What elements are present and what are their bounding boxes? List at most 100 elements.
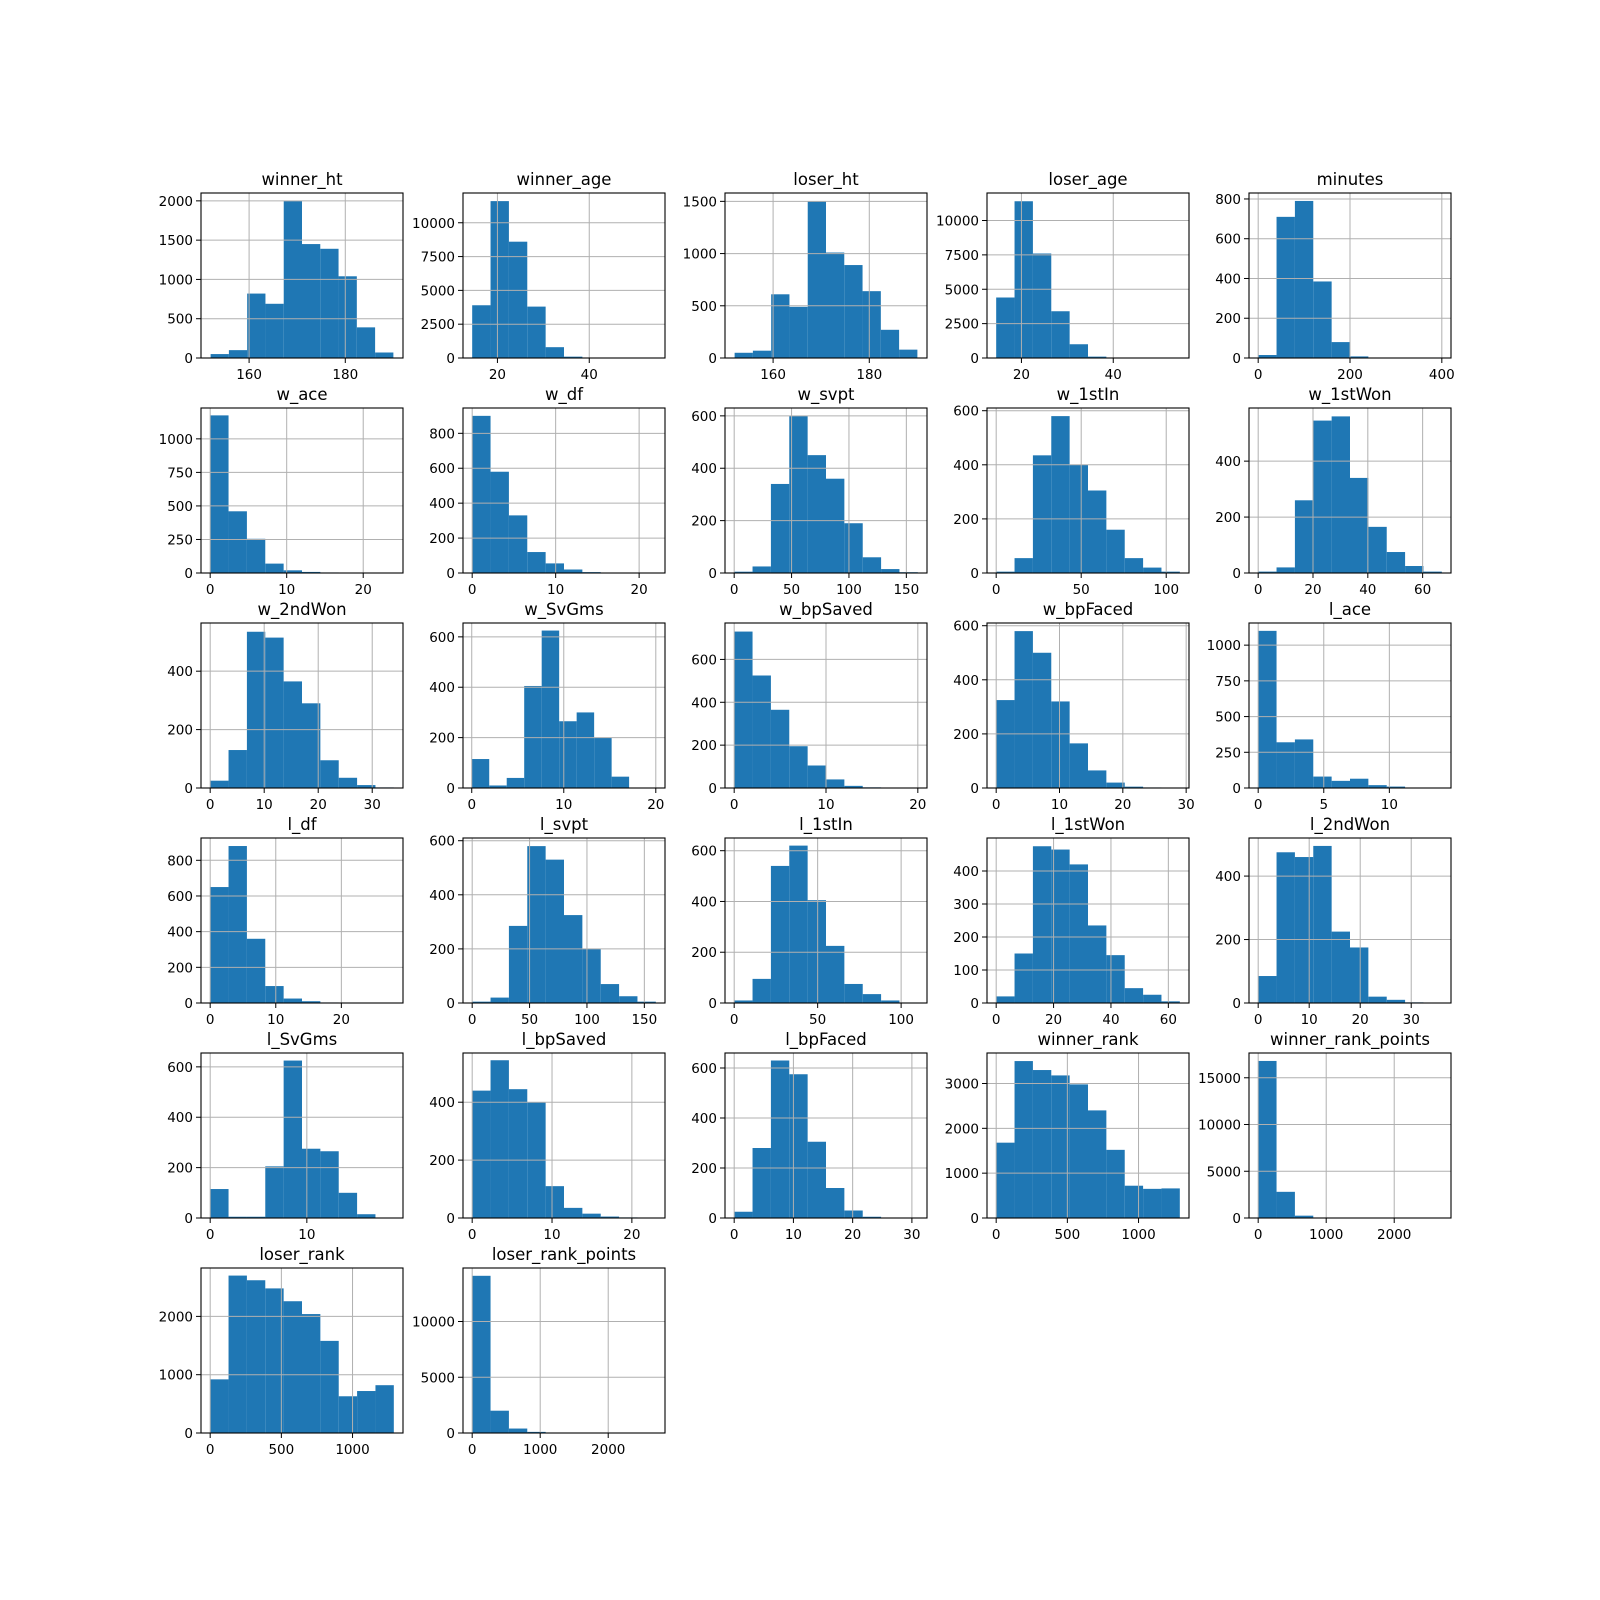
x-tick-label: 10 — [547, 582, 564, 598]
histogram-bar — [1350, 778, 1369, 788]
histogram-bar — [862, 557, 882, 573]
histogram-bar — [1014, 1061, 1033, 1218]
y-tick-label: 0 — [708, 781, 717, 797]
histogram-bar — [1014, 953, 1033, 1003]
subplot-title: loser_rank_points — [492, 1245, 636, 1265]
y-tick-label: 600 — [953, 619, 979, 635]
subplot-l-1stin: 0 50 100 0 200 400 600 l_1stIn — [691, 815, 928, 1028]
histogram-bar — [1258, 355, 1277, 358]
histogram-bar — [770, 709, 790, 788]
histogram-bar — [490, 1060, 509, 1218]
histogram-bar — [734, 631, 753, 788]
histogram-bar — [490, 471, 509, 573]
y-tick-label: 0 — [1232, 566, 1241, 582]
histogram-bar — [844, 983, 863, 1003]
x-tick-label: 10 — [555, 797, 572, 813]
y-tick-label: 0 — [970, 996, 979, 1012]
y-tick-label: 400 — [953, 864, 979, 880]
histogram-bar — [302, 1001, 321, 1003]
histogram-bar — [320, 1151, 339, 1218]
histogram-bar — [1051, 1075, 1070, 1218]
histogram-bar — [807, 1141, 826, 1218]
y-tick-label: 0 — [708, 996, 717, 1012]
y-tick-label: 400 — [167, 664, 193, 680]
x-tick-label: 60 — [1160, 1012, 1177, 1028]
histogram-bar — [210, 415, 229, 573]
y-tick-label: 10000 — [412, 1315, 455, 1331]
histogram-bar — [472, 1001, 491, 1003]
subplot-title: winner_ht — [261, 170, 343, 190]
histogram-bar — [1106, 955, 1125, 1003]
x-tick-label: 20 — [1304, 582, 1321, 598]
subplot-l-1stwon: 0 20 40 60 0 100 200 300 400 l_1stWon — [953, 815, 1190, 1028]
histogram-bar — [862, 291, 881, 358]
y-tick-label: 600 — [691, 1061, 717, 1077]
subplot-title: w_df — [545, 385, 584, 405]
histogram-bar — [600, 984, 620, 1003]
histogram-bar — [637, 1001, 656, 1003]
x-tick-label: 60 — [1414, 582, 1431, 598]
x-tick-label: 10 — [1381, 797, 1398, 813]
x-tick-label: 20 — [333, 1012, 350, 1028]
histogram-bar — [210, 780, 229, 788]
histogram-bar — [508, 1428, 528, 1433]
x-tick-label: 0 — [730, 1012, 739, 1028]
axes-frame — [986, 407, 1190, 574]
histogram-bar — [1276, 216, 1295, 358]
subplot-loser-rank-points: 0 1000 2000 0 5000 10000 loser_rank_points — [412, 1245, 666, 1458]
histogram-bar — [826, 252, 845, 358]
y-tick-label: 0 — [184, 566, 193, 582]
histogram-bar — [1088, 925, 1107, 1003]
y-tick-label: 400 — [691, 1111, 717, 1127]
y-tick-label: 1500 — [159, 233, 193, 249]
x-tick-label: 2000 — [591, 1442, 625, 1458]
y-tick-label: 0 — [446, 996, 455, 1012]
subplot-title: w_1stIn — [1057, 385, 1120, 405]
histogram-bar — [1386, 999, 1406, 1003]
y-tick-label: 400 — [691, 894, 717, 910]
histogram-bar — [582, 948, 601, 1003]
axes-frame — [462, 837, 666, 1004]
x-tick-label: 10 — [278, 582, 295, 598]
y-tick-label: 400 — [691, 695, 717, 711]
x-tick-label: 0 — [1254, 797, 1263, 813]
x-tick-label: 40 — [1102, 1012, 1119, 1028]
axes-frame — [462, 192, 666, 359]
histogram-bar — [490, 997, 509, 1003]
histogram-bar — [1051, 416, 1070, 573]
x-tick-label: 1000 — [1121, 1227, 1155, 1243]
y-tick-label: 600 — [1215, 232, 1241, 248]
x-tick-label: 40 — [581, 367, 598, 383]
histogram-bar — [1258, 976, 1277, 1003]
subplot-winner-rank-points: 0 1000 2000 0 5000 10000 15000 winner_rank_poin… — [1198, 1030, 1452, 1243]
histogram-bar — [789, 845, 808, 1003]
subplot-title: w_SvGms — [524, 600, 603, 620]
y-tick-label: 100 — [953, 963, 979, 979]
subplot-title: loser_age — [1048, 170, 1127, 190]
y-tick-label: 0 — [184, 1211, 193, 1227]
y-tick-label: 0 — [1232, 996, 1241, 1012]
x-tick-label: 500 — [268, 1442, 294, 1458]
histogram-bar — [508, 241, 528, 358]
axes-frame — [1248, 407, 1452, 574]
histogram-bar — [283, 1060, 302, 1218]
y-tick-label: 200 — [1215, 311, 1241, 327]
histogram-bar — [1350, 477, 1369, 573]
y-tick-label: 500 — [691, 299, 717, 315]
y-tick-label: 400 — [953, 673, 979, 689]
subplot-winner-rank: 0 500 1000 0 1000 2000 3000 winner_rank — [945, 1030, 1190, 1243]
y-tick-label: 0 — [708, 1211, 717, 1227]
y-tick-label: 200 — [953, 727, 979, 743]
histogram-bar — [527, 306, 546, 358]
y-tick-label: 400 — [1215, 271, 1241, 287]
histogram-bar — [594, 737, 612, 788]
histogram-bar — [210, 354, 229, 358]
axes-frame — [200, 1267, 404, 1434]
histogram-bar — [807, 201, 826, 358]
axes-frame — [724, 837, 928, 1004]
subplot-title: winner_rank — [1037, 1030, 1139, 1050]
axes-frame — [986, 837, 1190, 1004]
x-tick-label: 30 — [903, 1227, 920, 1243]
histogram-bar — [1032, 455, 1052, 573]
